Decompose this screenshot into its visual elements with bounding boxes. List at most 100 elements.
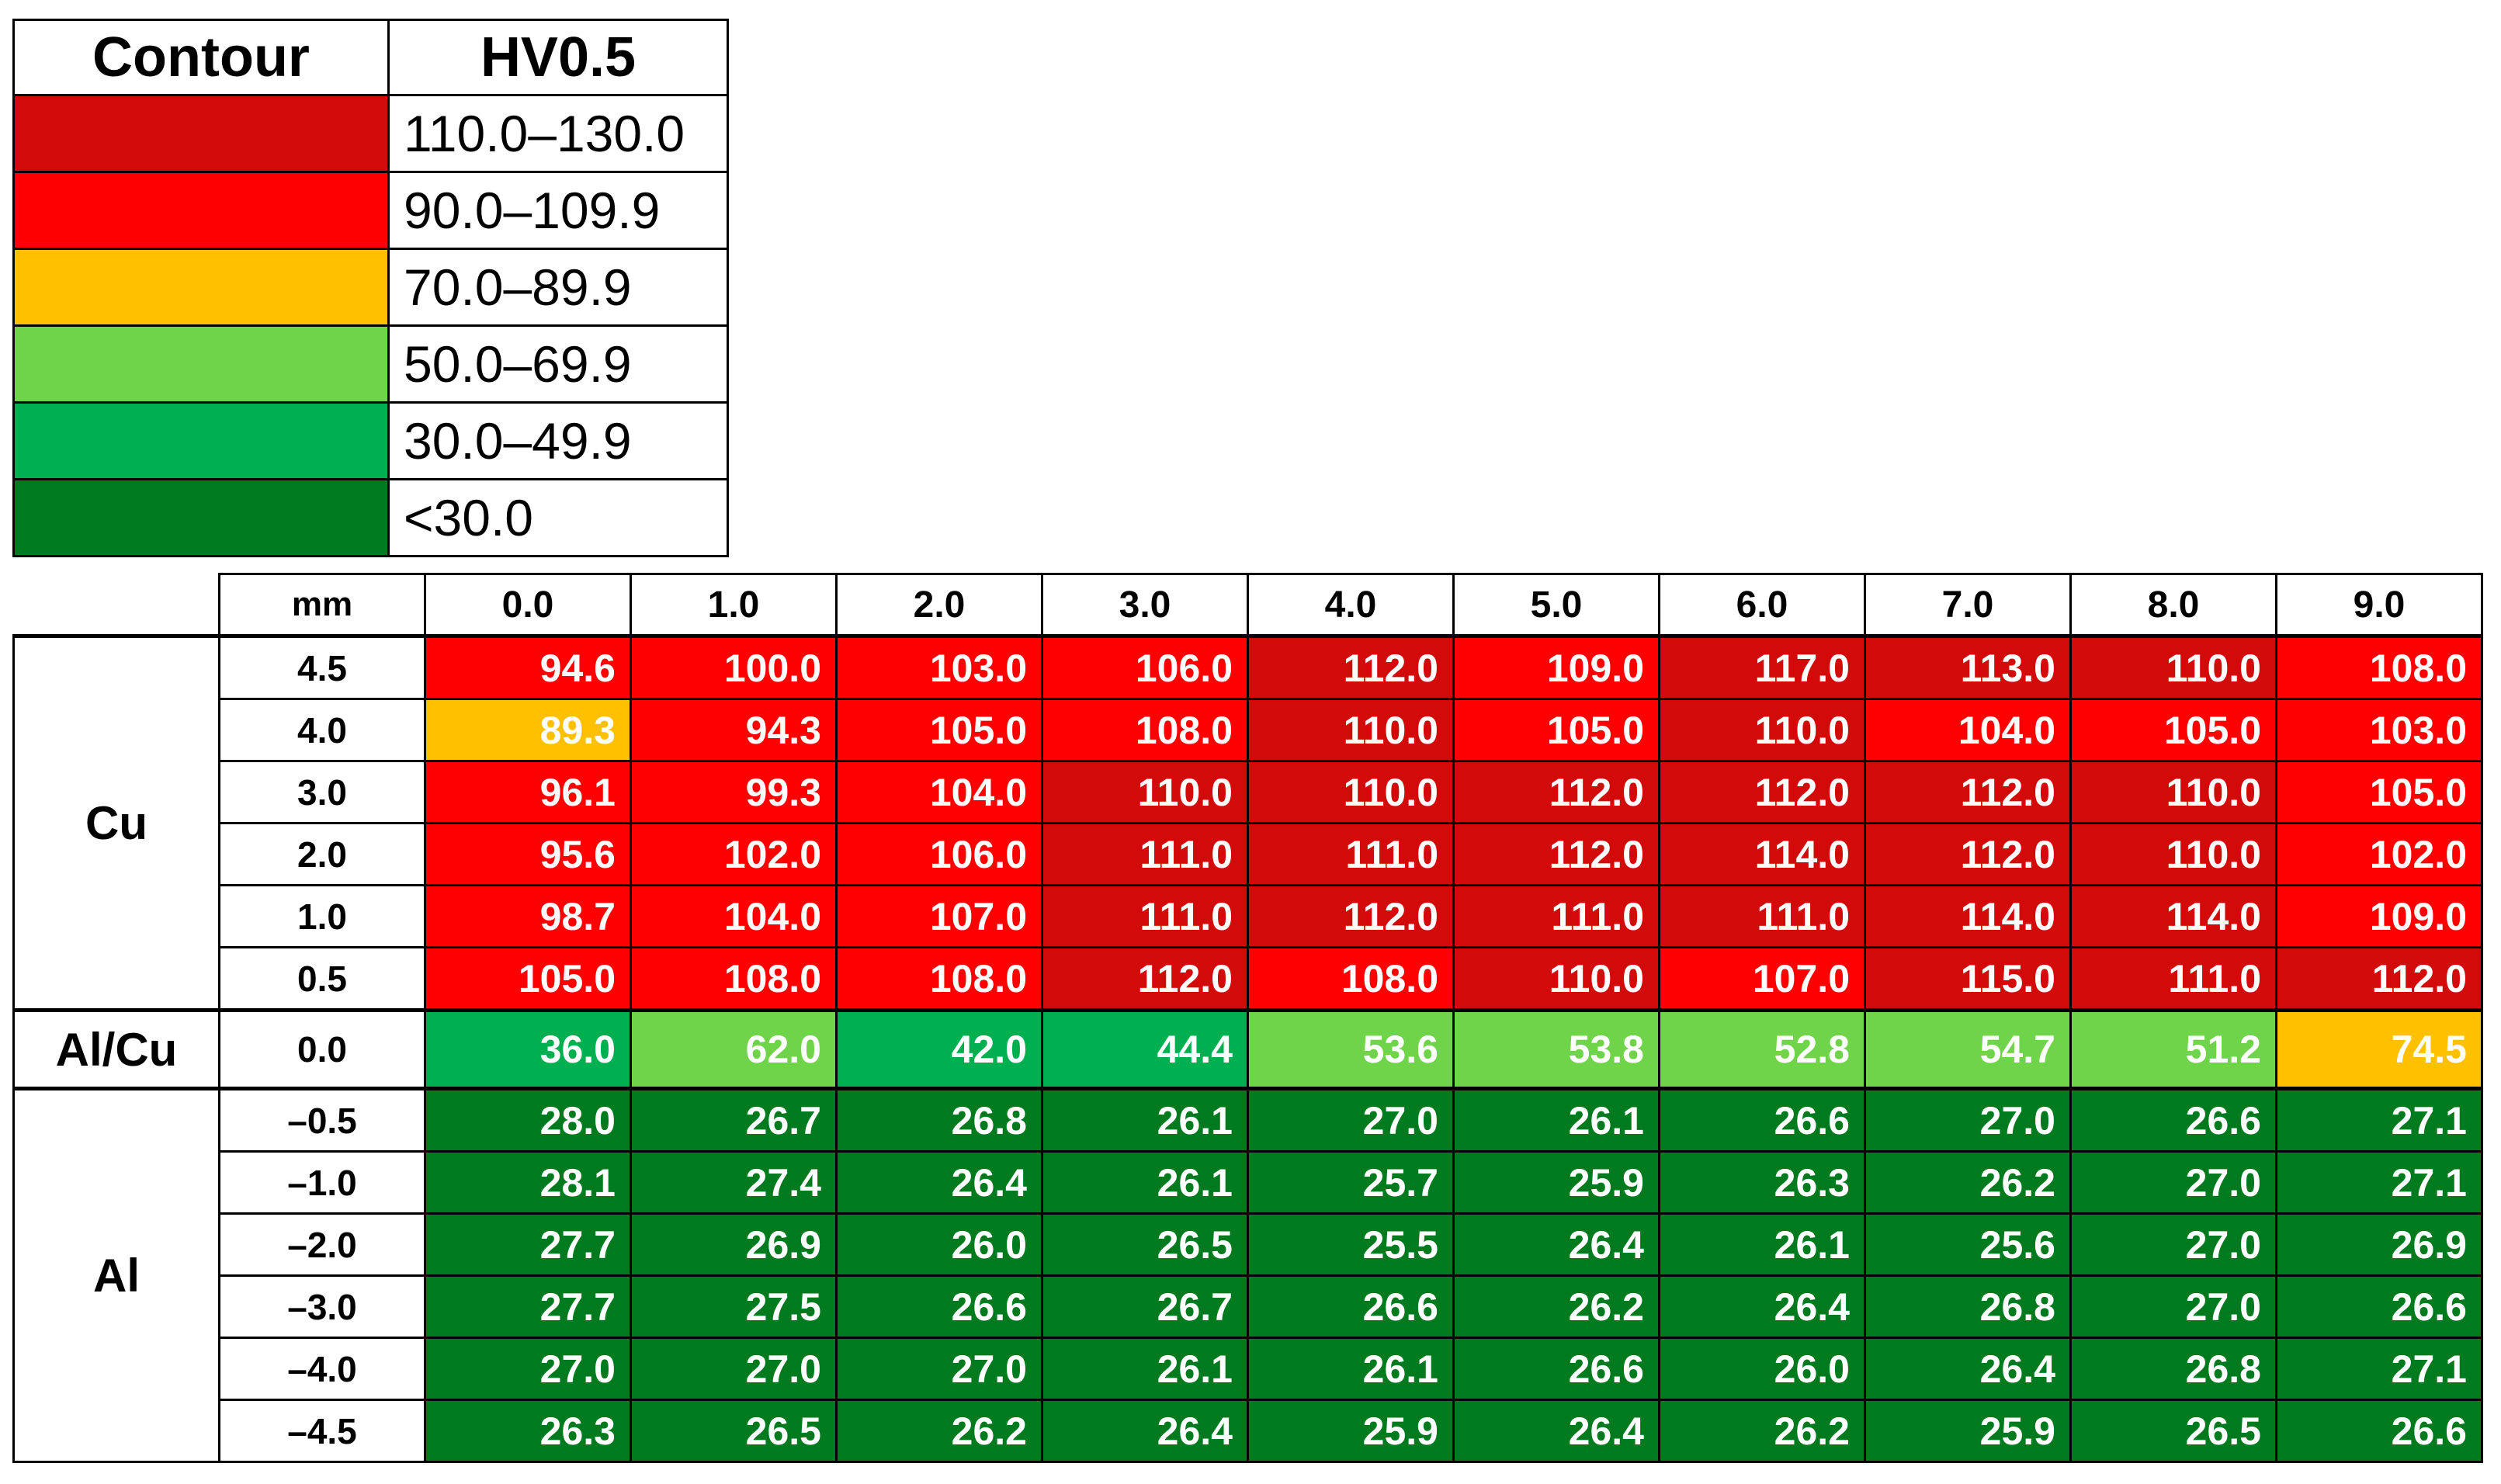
hardness-value-cell: 27.0	[2069, 1212, 2277, 1277]
hardness-value-cell: 104.0	[630, 884, 838, 948]
hardness-value-cell: 27.1	[2275, 1150, 2483, 1215]
hardness-value-cell: 27.4	[630, 1150, 838, 1215]
legend-header-contour: Contour	[12, 19, 390, 96]
hardness-value-cell: 51.2	[2069, 1008, 2277, 1090]
hardness-value-cell: 102.0	[2275, 822, 2483, 886]
hardness-value-cell: 114.0	[1864, 884, 2072, 948]
hardness-value-cell: 112.0	[1864, 760, 2072, 824]
hardness-value-cell: 27.0	[1864, 1087, 2072, 1153]
hardness-value-cell: 114.0	[1658, 822, 1866, 886]
hardness-value-cell: 105.0	[2275, 760, 2483, 824]
legend-color-swatch	[12, 324, 390, 404]
distance-label: –4.0	[218, 1337, 426, 1401]
hardness-value-cell: 110.0	[1247, 760, 1455, 824]
hardness-value-cell: 94.3	[630, 698, 838, 762]
hardness-value-cell: 113.0	[1864, 634, 2072, 700]
distance-label: 3.0	[218, 760, 426, 824]
legend-range-label: 90.0–109.9	[387, 171, 729, 250]
hardness-value-cell: 25.9	[1864, 1399, 2072, 1463]
hardness-value-cell: 107.0	[1658, 946, 1866, 1011]
hardness-value-cell: 27.1	[2275, 1337, 2483, 1401]
hardness-value-cell: 26.1	[1452, 1087, 1660, 1153]
hardness-value-cell: 54.7	[1864, 1008, 2072, 1090]
hardness-value-cell: 53.8	[1452, 1008, 1660, 1090]
hardness-value-cell: 26.2	[835, 1399, 1043, 1463]
hardness-value-cell: 111.0	[1247, 822, 1455, 886]
column-header-position: 6.0	[1658, 573, 1866, 637]
legend-row: 70.0–89.9	[12, 248, 729, 327]
hardness-value-cell: 26.4	[1452, 1212, 1660, 1277]
column-header-position: 3.0	[1041, 573, 1249, 637]
hardness-value-cell: 26.8	[835, 1087, 1043, 1153]
hardness-value-cell: 27.0	[424, 1337, 632, 1401]
hardness-value-cell: 26.7	[1041, 1274, 1249, 1339]
hardness-value-cell: 27.0	[630, 1337, 838, 1401]
hardness-value-cell: 27.0	[1247, 1087, 1455, 1153]
legend-range-label: 50.0–69.9	[387, 324, 729, 404]
hardness-value-cell: 26.6	[1452, 1337, 1660, 1401]
hardness-value-cell: 28.1	[424, 1150, 632, 1215]
hardness-value-cell: 106.0	[835, 822, 1043, 886]
hardness-value-cell: 25.9	[1247, 1399, 1455, 1463]
distance-label: 4.5	[218, 634, 426, 700]
hardness-value-cell: 105.0	[2069, 698, 2277, 762]
legend-color-swatch	[12, 94, 390, 173]
hardness-value-cell: 110.0	[1247, 698, 1455, 762]
legend-header-hv: HV0.5	[387, 19, 729, 96]
distance-label: 0.0	[218, 1008, 426, 1090]
hardness-value-cell: 26.9	[630, 1212, 838, 1277]
hardness-value-cell: 25.5	[1247, 1212, 1455, 1277]
hardness-value-cell: 107.0	[835, 884, 1043, 948]
hardness-value-cell: 108.0	[1247, 946, 1455, 1011]
hardness-value-cell: 26.6	[2275, 1274, 2483, 1339]
hardness-value-cell: 98.7	[424, 884, 632, 948]
distance-label: 1.0	[218, 884, 426, 948]
hardness-value-cell: 26.4	[1041, 1399, 1249, 1463]
hardness-value-cell: 112.0	[2275, 946, 2483, 1011]
column-header-position: 5.0	[1452, 573, 1660, 637]
hardness-value-cell: 26.3	[424, 1399, 632, 1463]
hardness-value-cell: 26.6	[1658, 1087, 1866, 1153]
legend-range-label: 110.0–130.0	[387, 94, 729, 173]
heatmap-row: 4.0 89.3 94.3 105.0 108.0 110.0 105.0 110.0 104.…	[14, 698, 2483, 762]
hardness-value-cell: 95.6	[424, 822, 632, 886]
legend-header-row: Contour HV0.5	[12, 19, 729, 96]
heatmap-row: 3.0 96.1 99.3 104.0 110.0 110.0 112.0 112.0 112.…	[14, 760, 2483, 824]
hardness-value-cell: 112.0	[1452, 760, 1660, 824]
hardness-value-cell: 111.0	[1041, 822, 1249, 886]
hardness-value-cell: 26.5	[2069, 1399, 2277, 1463]
hardness-value-cell: 74.5	[2275, 1008, 2483, 1090]
contour-legend: Contour HV0.5 110.0–130.0 90.0–109.9 70.0–…	[12, 19, 729, 557]
hardness-value-cell: 108.0	[1041, 698, 1249, 762]
hardness-value-cell: 96.1	[424, 760, 632, 824]
hardness-value-cell: 26.1	[1041, 1150, 1249, 1215]
material-group-label: Cu	[12, 634, 220, 1011]
hardness-value-cell: 112.0	[1041, 946, 1249, 1011]
heatmap-body: Cu 4.5 94.6 100.0 103.0 106.0 112.0 109.0 117.0 1…	[12, 634, 2483, 1463]
hardness-value-cell: 110.0	[1041, 760, 1249, 824]
hardness-value-cell: 26.2	[1452, 1274, 1660, 1339]
distance-label: 2.0	[218, 822, 426, 886]
hardness-value-cell: 111.0	[1658, 884, 1866, 948]
hardness-value-cell: 26.4	[835, 1150, 1043, 1215]
heatmap-row: 1.0 98.7 104.0 107.0 111.0 112.0 111.0 111.0 114…	[14, 884, 2483, 948]
distance-label: –0.5	[218, 1087, 426, 1153]
hardness-value-cell: 111.0	[2069, 946, 2277, 1011]
legend-color-swatch	[12, 401, 390, 480]
hardness-value-cell: 103.0	[2275, 698, 2483, 762]
legend-range-label: <30.0	[387, 478, 729, 557]
hardness-value-cell: 26.6	[2069, 1087, 2277, 1153]
material-group-label: Al	[12, 1087, 220, 1463]
hardness-value-cell: 52.8	[1658, 1008, 1866, 1090]
hardness-value-cell: 103.0	[835, 634, 1043, 700]
hardness-value-cell: 89.3	[424, 698, 632, 762]
hardness-value-cell: 100.0	[630, 634, 838, 700]
heatmap-row: Al –0.5 28.0 26.7 26.8 26.1 27.0 26.1 26.6 27.0 26…	[12, 1087, 2483, 1463]
hardness-value-cell: 26.6	[1247, 1274, 1455, 1339]
hardness-value-cell: 27.0	[835, 1337, 1043, 1401]
legend-row: <30.0	[12, 478, 729, 557]
legend-row: 110.0–130.0	[12, 94, 729, 173]
hardness-value-cell: 26.1	[1658, 1212, 1866, 1277]
legend-body: 110.0–130.0 90.0–109.9 70.0–89.9 50.0–69.9 3…	[12, 94, 729, 557]
hardness-value-cell: 105.0	[835, 698, 1043, 762]
